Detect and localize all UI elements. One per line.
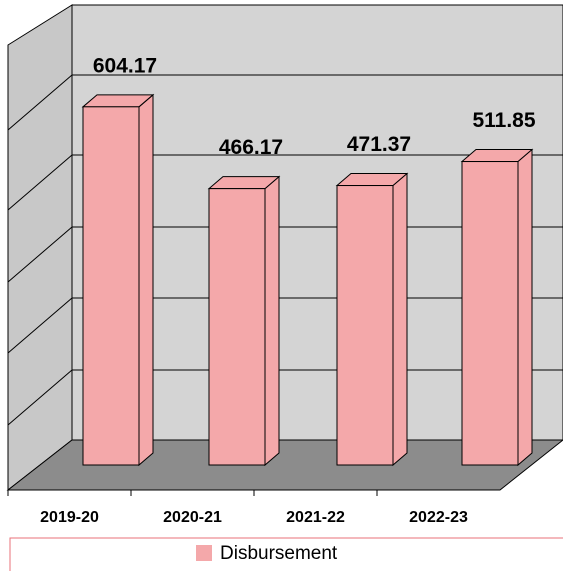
bar bbox=[81, 93, 155, 467]
bar-front bbox=[82, 106, 140, 466]
value-label: 511.85 bbox=[472, 109, 535, 132]
legend-box bbox=[9, 537, 563, 571]
wall-division bbox=[7, 74, 73, 131]
x-tick-label: 2022-23 bbox=[409, 509, 468, 526]
value-label: 471.37 bbox=[347, 133, 411, 156]
value-label: 466.17 bbox=[219, 136, 283, 159]
bar-front bbox=[461, 161, 519, 466]
x-tick-label: 2021-22 bbox=[286, 509, 345, 526]
bar bbox=[207, 175, 281, 467]
wall-division bbox=[7, 297, 73, 354]
wall-division bbox=[7, 226, 73, 283]
bar-front bbox=[208, 188, 266, 466]
legend-swatch bbox=[196, 545, 212, 561]
bar-front bbox=[336, 185, 394, 466]
wall-division bbox=[7, 369, 73, 426]
wall-division bbox=[7, 154, 73, 211]
value-label: 604.17 bbox=[93, 54, 157, 77]
legend-label: Disbursement bbox=[220, 543, 338, 564]
bar bbox=[460, 148, 534, 467]
bar bbox=[335, 172, 409, 467]
bar-side bbox=[264, 175, 280, 467]
bar-side bbox=[517, 148, 533, 467]
x-tick-label: 2020-21 bbox=[163, 509, 222, 526]
bar-side bbox=[138, 93, 154, 467]
bar-side bbox=[392, 172, 408, 467]
x-tick-label: 2019-20 bbox=[40, 509, 99, 526]
